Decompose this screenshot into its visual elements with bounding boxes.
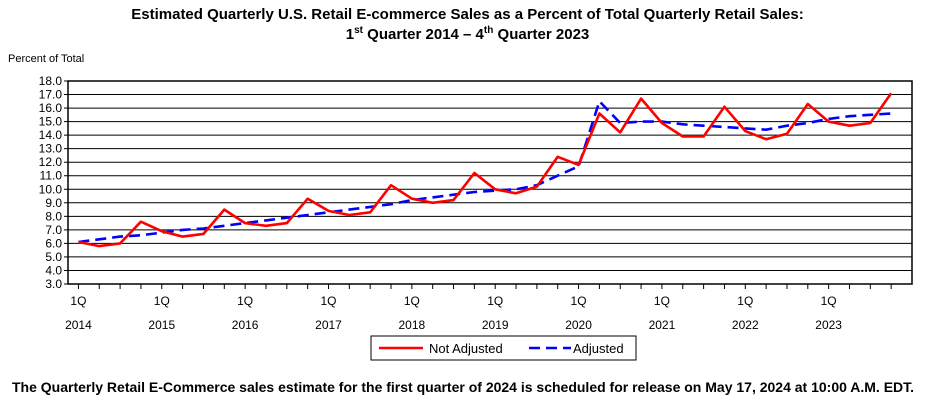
x-tick-label-year: 2015: [148, 318, 175, 332]
x-tick-label-year: 2018: [399, 318, 426, 332]
plot-area-frame: [67, 80, 913, 285]
title-part-3: Quarter 2023: [493, 26, 590, 43]
chart-title-line-1: Estimated Quarterly U.S. Retail E-commer…: [131, 6, 804, 23]
y-tick-label: 3.0: [45, 277, 62, 291]
y-tick-label: 12.0: [39, 155, 63, 169]
y-tick-label: 9.0: [45, 196, 62, 210]
y-axis-label: Percent of Total: [8, 53, 84, 65]
title-superscript-2: th: [483, 25, 494, 36]
title-superscript-1: st: [354, 25, 363, 36]
x-tick-label-year: 2014: [65, 318, 92, 332]
title-part-1: 1: [345, 26, 355, 43]
x-tick-label-quarter: 1Q: [154, 294, 170, 308]
x-tick-label-quarter: 1Q: [654, 294, 670, 308]
release-footnote: The Quarterly Retail E-Commerce sales es…: [12, 379, 915, 395]
x-tick-label-quarter: 1Q: [237, 294, 253, 308]
legend-label-not-adjusted: Not Adjusted: [429, 341, 503, 356]
y-tick-label: 15.0: [39, 115, 63, 129]
x-tick-label-year: 2022: [732, 318, 759, 332]
y-tick-label: 6.0: [45, 236, 62, 250]
y-tick-label: 8.0: [45, 209, 62, 223]
y-tick-label: 18.0: [39, 74, 63, 88]
y-tick-label: 17.0: [39, 88, 63, 102]
series-line-adjusted: [78, 100, 892, 244]
y-tick-label: 5.0: [45, 250, 62, 264]
y-tick-label: 16.0: [39, 101, 63, 115]
x-tick-label-quarter: 1Q: [487, 294, 503, 308]
x-tick-label-quarter: 1Q: [821, 294, 837, 308]
x-tick-label-year: 2019: [482, 318, 509, 332]
x-tick-label-year: 2017: [315, 318, 342, 332]
x-tick-label-year: 2020: [565, 318, 592, 332]
y-tick-label: 14.0: [39, 128, 63, 142]
series-line-not-adjusted: [78, 92, 893, 248]
line-chart: Percent of Total 3.04.05.06.07.08.09.010.…: [8, 53, 913, 361]
x-tick-label-quarter: 1Q: [737, 294, 753, 308]
y-tick-label: 7.0: [45, 223, 62, 237]
title-part-2: Quarter 2014 – 4: [362, 26, 484, 43]
x-tick-label-quarter: 1Q: [571, 294, 587, 308]
chart-title-line-2: 1st Quarter 2014 – 4th Quarter 2023: [0, 26, 935, 44]
x-tick-label-quarter: 1Q: [320, 294, 336, 308]
y-tick-label: 11.0: [40, 169, 63, 183]
x-tick-label-quarter: 1Q: [404, 294, 420, 308]
x-tick-label-year: 2016: [232, 318, 259, 332]
x-tick-label-year: 2021: [649, 318, 676, 332]
y-tick-label: 4.0: [45, 263, 62, 277]
y-tick-label: 10.0: [39, 182, 63, 196]
x-tick-label-year: 2023: [815, 318, 842, 332]
x-tick-label-quarter: 1Q: [70, 294, 86, 308]
legend-label-adjusted: Adjusted: [573, 341, 624, 356]
y-tick-label: 13.0: [39, 142, 63, 156]
